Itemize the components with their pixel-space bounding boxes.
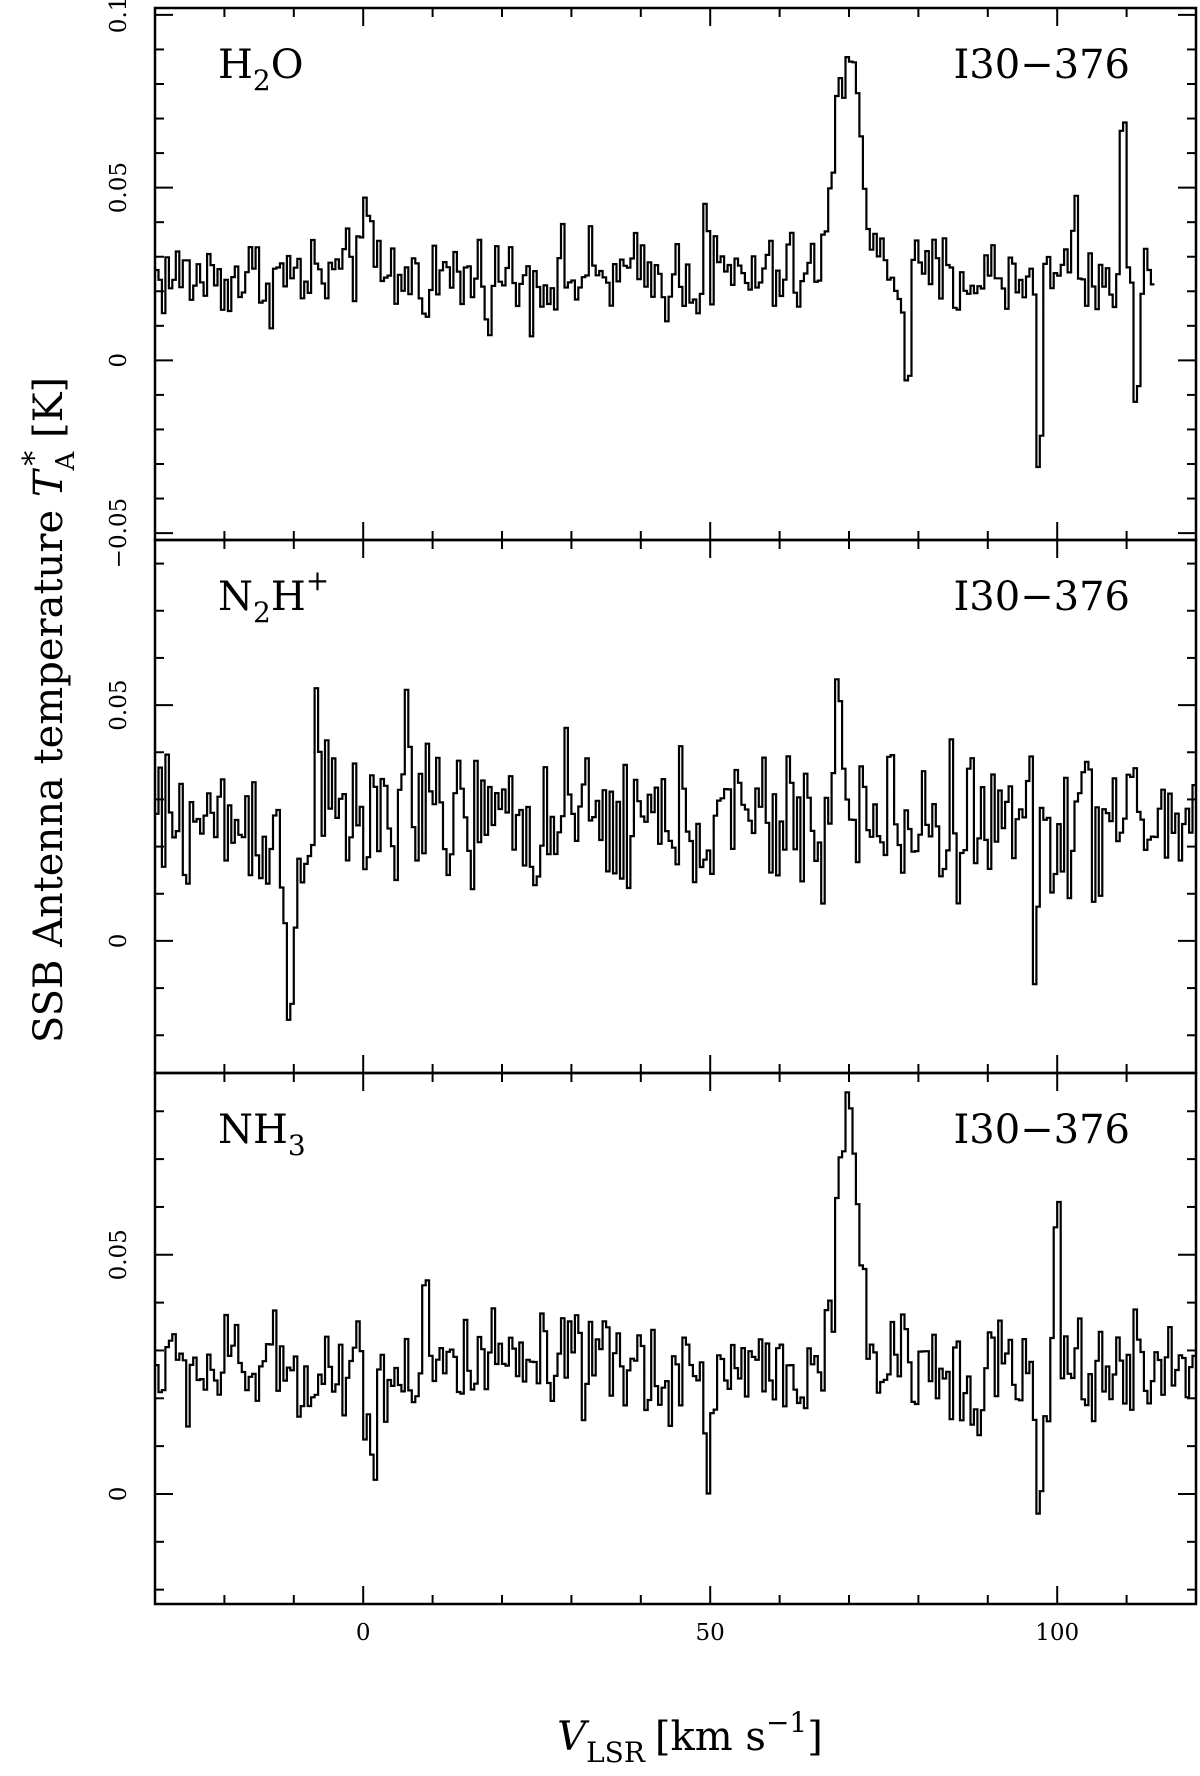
source-label: I30−376 — [953, 1107, 1130, 1153]
x-tick-label: 100 — [1035, 1620, 1079, 1646]
y-tick-label: 0.05 — [106, 679, 132, 730]
y-tick-label: 0 — [106, 1487, 132, 1502]
source-label: I30−376 — [953, 574, 1130, 620]
spectrum-line — [155, 56, 1155, 469]
x-tick-labels: 0 50 100 — [356, 1620, 1079, 1646]
y-tick-label: 0 — [106, 353, 132, 368]
y-tick-label: 0.05 — [106, 162, 132, 213]
svg-text:SSB Antenna temperature TA* [K: SSB Antenna temperature TA* [K] — [17, 377, 81, 1043]
species-label: N2H+ — [218, 564, 329, 629]
x-axis-title: VLSR [km s−1] — [557, 1706, 823, 1769]
panel-nh3: 0 0.05 NH3 I30−376 — [106, 1071, 1198, 1606]
y-tick-label: −0.05 — [106, 498, 132, 568]
x-tick-label: 50 — [696, 1620, 725, 1646]
spectrum-line — [155, 1091, 1196, 1515]
svg-text:VLSR[km s−1]: VLSR [km s−1] — [557, 1706, 823, 1769]
x-tick-label: 0 — [356, 1620, 371, 1646]
source-label: I30−376 — [953, 42, 1130, 88]
species-label: H2O — [218, 42, 304, 97]
y-tick-label: 0.1 — [106, 0, 132, 33]
panel-h2o: −0.05 0 0.05 0.1 H2O I30−376 — [106, 0, 1198, 568]
spectrum-line — [155, 678, 1196, 1021]
y-tick-label: 0.05 — [106, 1229, 132, 1280]
y-tick-label: 0 — [106, 934, 132, 949]
species-label: NH3 — [218, 1107, 306, 1162]
y-axis-title: SSB Antenna temperature TA* [K] — [17, 377, 81, 1043]
panel-n2hp: 0 0.05 N2H+ I30−376 — [106, 538, 1198, 1075]
panel-frame — [153, 1071, 1198, 1606]
